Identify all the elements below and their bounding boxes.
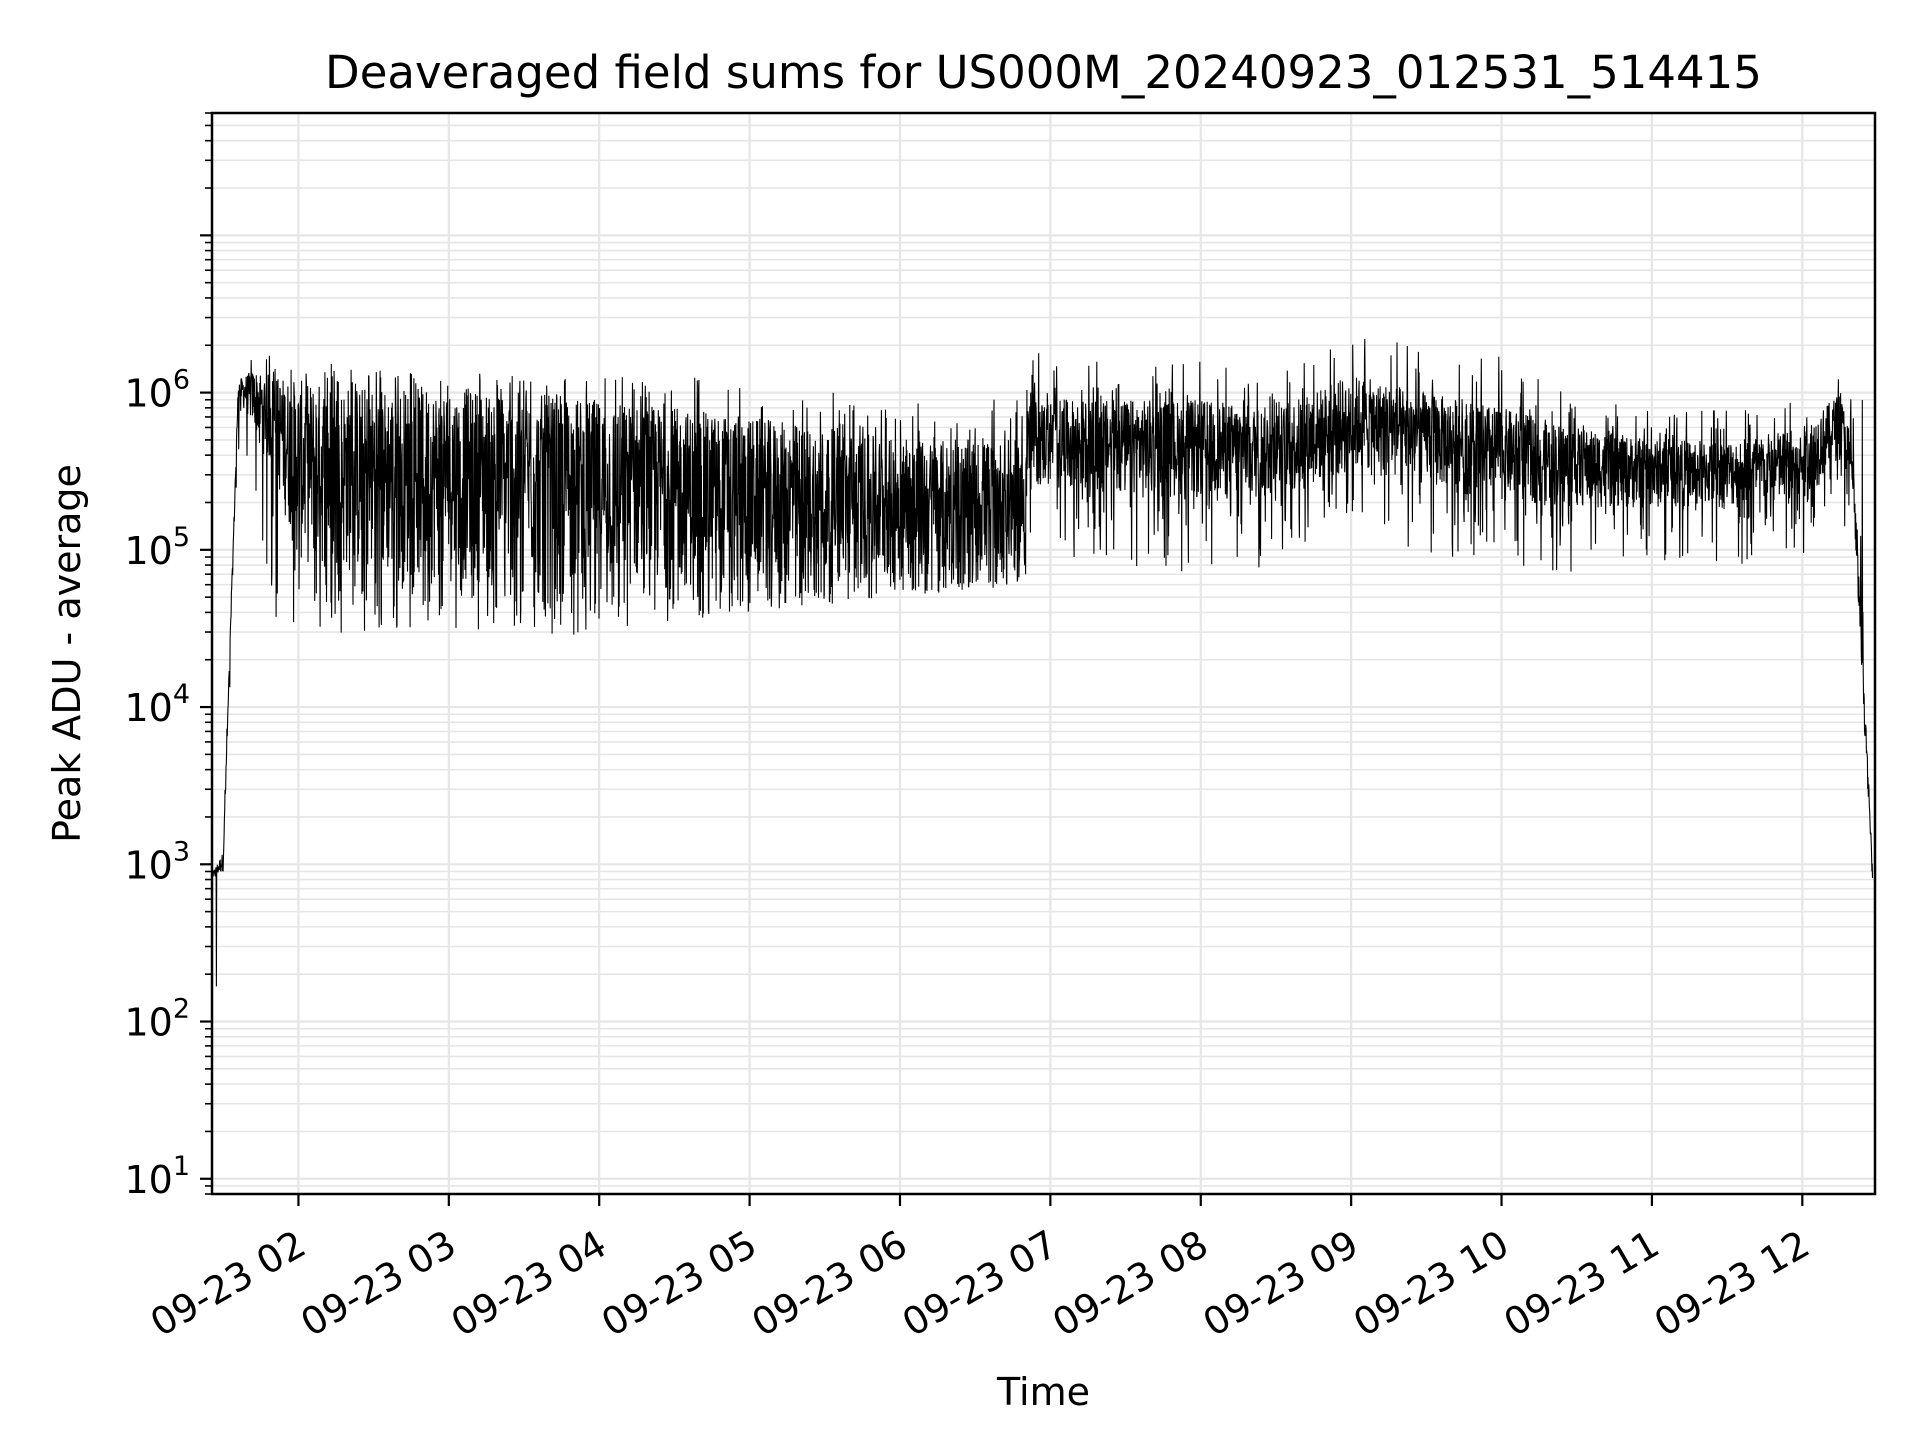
y-tick-label: 106 xyxy=(124,365,190,416)
y-tick-label: 101 xyxy=(124,1151,190,1202)
y-axis: 101 102 103 104 105 106 xyxy=(124,112,212,1202)
y-tick-label: 102 xyxy=(124,994,190,1045)
y-tick-label: 103 xyxy=(124,836,190,887)
plot-frame xyxy=(210,111,1877,1196)
chart-title: Deaveraged field sums for US000M_2024092… xyxy=(325,46,1762,99)
grid xyxy=(212,112,1875,1195)
series-path xyxy=(212,338,1874,987)
y-tick-label: 104 xyxy=(124,679,190,730)
y-tick-label: 105 xyxy=(124,522,190,573)
series-line xyxy=(212,338,1874,987)
y-axis-label: Peak ADU - average xyxy=(45,464,89,843)
x-axis-label: Time xyxy=(996,1370,1090,1414)
